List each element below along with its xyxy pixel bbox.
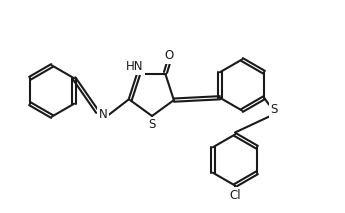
Text: S: S: [148, 118, 156, 131]
Text: HN: HN: [126, 60, 143, 73]
Text: O: O: [164, 49, 173, 62]
Text: S: S: [270, 103, 278, 116]
Text: N: N: [99, 108, 107, 121]
Text: Cl: Cl: [229, 189, 241, 202]
